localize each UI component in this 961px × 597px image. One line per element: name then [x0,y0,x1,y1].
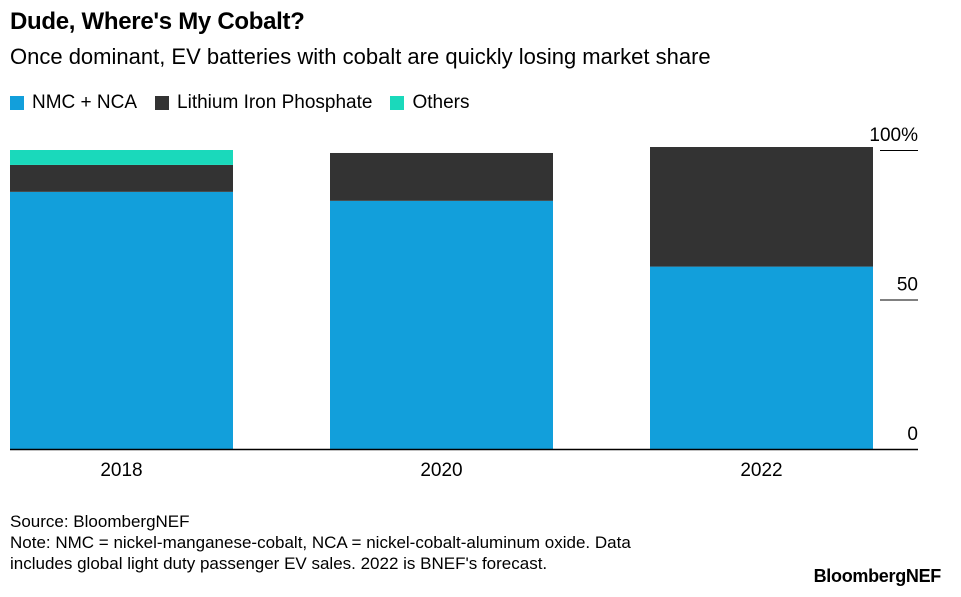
legend: NMC + NCA Lithium Iron Phosphate Others [10,92,487,114]
bar-2022-lithium-iron-phosphate [650,147,873,267]
legend-item-others: Others [390,92,469,114]
bar-2022-nmc-nca [650,266,873,449]
chart-subtitle: Once dominant, EV batteries with cobalt … [10,44,711,69]
x-tick-label-2018: 2018 [100,460,142,481]
legend-label-lfp: Lithium Iron Phosphate [177,92,373,113]
bar-2020-lithium-iron-phosphate [330,152,553,201]
legend-item-nmc-nca: NMC + NCA [10,92,137,114]
y-tick-label-0: 0 [907,424,918,445]
note-line-1: Note: NMC = nickel-manganese-cobalt, NCA… [10,533,631,552]
bar-2020-nmc-nca [330,200,553,449]
legend-item-lfp: Lithium Iron Phosphate [155,92,372,114]
footer: Source: BloombergNEF Note: NMC = nickel-… [10,511,631,574]
legend-label-nmc-nca: NMC + NCA [32,92,138,113]
chart-title: Dude, Where's My Cobalt? [10,8,305,35]
bar-2018-lithium-iron-phosphate [10,164,233,192]
legend-label-others: Others [412,92,470,113]
bar-2018-nmc-nca [10,191,233,450]
brand-logo-text: BloombergNEF [813,566,942,586]
y-tick-label-50: 50 [897,275,918,296]
note-line-2: includes global light duty passenger EV … [10,554,548,573]
bar-2018-others [10,150,233,165]
legend-swatch-nmc-nca [10,96,24,110]
legend-swatch-others [390,96,405,110]
x-tick-label-2022: 2022 [740,460,782,481]
source-text: Source: BloombergNEF [10,512,190,531]
legend-swatch-lfp [155,96,170,110]
x-tick-label-2020: 2020 [420,460,462,481]
y-tick-label-100: 100% [869,125,918,146]
